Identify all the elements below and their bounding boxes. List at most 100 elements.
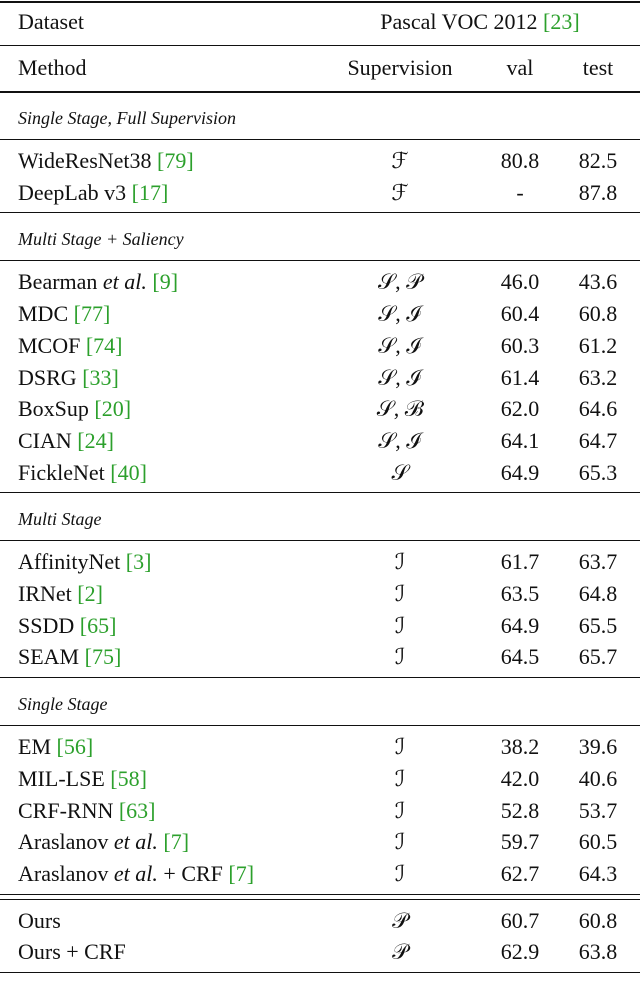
test-score: 43.6 (578, 269, 618, 295)
supervision: ℐ (394, 860, 406, 886)
val-score: 42.0 (500, 765, 540, 791)
method-name: BoxSup (18, 396, 89, 422)
method-cell: CRF-RNN [63] (18, 796, 156, 826)
val-score: 61.4 (500, 364, 540, 390)
val-score: 64.9 (500, 459, 540, 485)
test-score: 63.7 (578, 549, 618, 575)
method-cell: CIAN [24] (18, 426, 114, 456)
val-score: 60.3 (500, 332, 540, 358)
supervision: ℐ (394, 829, 406, 855)
method-cell: WideResNet38 [79] (18, 146, 194, 176)
section-title-text: Single Stage, Full Supervision (18, 108, 236, 128)
method-name: CRF-RNN (18, 797, 114, 823)
et-al: et al. (113, 860, 158, 886)
rule-line (0, 898, 640, 900)
rule-line (0, 45, 640, 46)
citation: [7] (228, 860, 255, 886)
rule-line (0, 1, 640, 3)
citation: [17] (131, 179, 169, 205)
citation: [20] (94, 396, 132, 422)
header-text: Pascal VOC 2012 (380, 9, 538, 34)
val-score: 52.8 (500, 797, 540, 823)
supervision: ℱ (391, 179, 409, 205)
method-cell: IRNet [2] (18, 579, 103, 609)
test-score: 87.8 (578, 179, 618, 205)
supervision-cell: ℐ (300, 732, 500, 762)
test-score: 63.2 (578, 364, 618, 390)
test-cell: 61.2 (498, 331, 640, 361)
test-score: 39.6 (578, 734, 618, 760)
test-cell: 64.7 (498, 426, 640, 456)
test-cell: 39.6 (498, 732, 640, 762)
test-cell: 87.8 (498, 178, 640, 208)
val-score: 80.8 (500, 148, 540, 173)
test-score: 64.3 (578, 860, 618, 886)
supervision-cell: ℐ (300, 859, 500, 889)
val-score: 62.9 (500, 939, 540, 965)
supervision: ℐ (394, 765, 406, 791)
supervision: 𝒮, ℐ (378, 427, 422, 453)
supervision: 𝒮, 𝒫 (378, 269, 422, 295)
supervision-cell: ℐ (300, 579, 500, 609)
supervision-cell: ℱ (300, 146, 500, 176)
val-cell: 64.1 (420, 426, 620, 456)
rule-line (0, 492, 640, 494)
section-title: Single Stage, Full Supervision (18, 102, 236, 132)
supervision-cell: ℐ (300, 796, 500, 826)
et-al: et al. (102, 269, 147, 295)
rule-line (0, 212, 640, 214)
supervision-cell: 𝒮, ℬ (300, 394, 500, 424)
test-score: 64.6 (578, 396, 618, 422)
val-score: 63.5 (500, 581, 540, 606)
val-score: 64.1 (500, 427, 540, 453)
val-cell: 61.4 (420, 363, 620, 393)
supervision: ℐ (394, 644, 406, 670)
rule-line (0, 893, 640, 895)
citation: [77] (73, 301, 111, 327)
header-text: Dataset (18, 9, 84, 34)
supervision-header: Supervision (300, 53, 500, 83)
header-text: Supervision (347, 55, 453, 80)
citation: [23] (543, 9, 580, 34)
citation: [33] (82, 364, 119, 390)
supervision-cell: ℐ (300, 642, 500, 672)
citation: [3] (125, 549, 152, 575)
val-cell: 60.3 (420, 331, 620, 361)
method-name: FickleNet (18, 459, 105, 485)
method-name: WideResNet38 (18, 148, 152, 173)
val-cell: 62.0 (420, 394, 620, 424)
method-name: EM (18, 734, 51, 760)
method-name: SSDD (18, 612, 75, 638)
supervision: 𝒮 (391, 459, 409, 485)
supervision-cell: 𝒮, ℐ (300, 426, 500, 456)
supervision: 𝒮, ℐ (378, 332, 422, 358)
citation: [74] (85, 332, 123, 358)
test-header: test (498, 53, 640, 83)
test-cell: 65.5 (498, 611, 640, 641)
test-cell: 65.7 (498, 642, 640, 672)
method-cell: Bearman et al. [9] (18, 267, 178, 297)
citation: [63] (118, 797, 156, 823)
val-score: 64.5 (500, 644, 540, 670)
method-header: Method (18, 53, 86, 83)
val-cell: 60.7 (420, 906, 620, 936)
dataset-header: Dataset (18, 7, 84, 37)
test-score: 61.2 (578, 332, 618, 358)
test-score: 53.7 (578, 797, 618, 823)
val-cell: 62.7 (420, 859, 620, 889)
method-name: Ours + CRF (18, 939, 126, 965)
val-cell: 42.0 (420, 764, 620, 794)
val-cell: 62.9 (420, 937, 620, 967)
test-score: 63.8 (578, 939, 618, 965)
val-cell: 80.8 (420, 146, 620, 176)
val-cell: 46.0 (420, 267, 620, 297)
val-score: 46.0 (500, 269, 540, 295)
test-cell: 43.6 (498, 267, 640, 297)
supervision-cell: 𝒫 (300, 937, 500, 967)
test-cell: 40.6 (498, 764, 640, 794)
val-cell: 64.9 (420, 611, 620, 641)
rule-line (0, 972, 640, 973)
header-text: val (506, 55, 534, 80)
val-cell: 52.8 (420, 796, 620, 826)
